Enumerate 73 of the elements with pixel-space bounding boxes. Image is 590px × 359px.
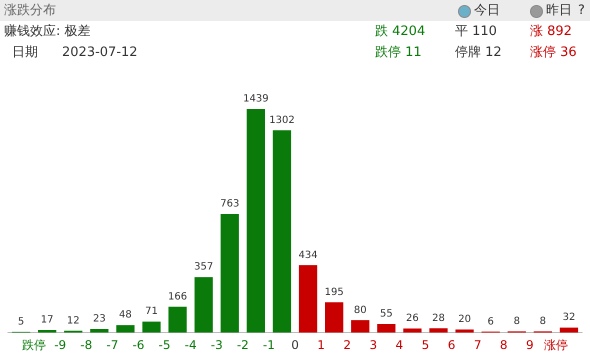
x-tick-label: -4 bbox=[184, 338, 197, 352]
bar bbox=[325, 302, 344, 333]
data-label: 71 bbox=[145, 306, 158, 318]
x-tick-label: 4 bbox=[396, 338, 404, 352]
data-label: 5 bbox=[18, 316, 24, 328]
bar bbox=[455, 329, 474, 333]
bar bbox=[298, 265, 318, 333]
text: 涨 892 bbox=[530, 24, 572, 40]
bar bbox=[351, 320, 370, 333]
data-label: 20 bbox=[458, 314, 471, 326]
x-tick-label: 5 bbox=[422, 338, 430, 352]
bar bbox=[116, 325, 135, 333]
x-tick-label: 跌停 bbox=[22, 338, 46, 352]
bar bbox=[377, 324, 396, 333]
data-label: 195 bbox=[324, 286, 344, 298]
bar bbox=[403, 328, 422, 333]
data-label: 1302 bbox=[269, 114, 295, 126]
data-label: 434 bbox=[298, 250, 318, 261]
bar bbox=[142, 322, 161, 333]
data-label: 763 bbox=[220, 198, 240, 210]
x-tick-label: 8 bbox=[500, 338, 508, 352]
data-label: 12 bbox=[66, 315, 80, 326]
bar bbox=[38, 330, 56, 333]
bar bbox=[272, 130, 292, 333]
data-label: 55 bbox=[380, 308, 393, 320]
data-label: 48 bbox=[119, 310, 132, 321]
data-label: 17 bbox=[40, 314, 54, 326]
chart-title: 涨跌分布 bbox=[4, 3, 56, 19]
data-label: 80 bbox=[354, 304, 367, 316]
text: 日期 bbox=[12, 45, 38, 61]
x-tick-label: 0 bbox=[291, 338, 299, 352]
data-label: 357 bbox=[194, 262, 214, 273]
bar bbox=[90, 329, 108, 333]
text: 停牌 12 bbox=[455, 45, 502, 61]
data-label: 8 bbox=[540, 316, 546, 327]
x-tick-label: 6 bbox=[448, 338, 456, 352]
x-tick-label: 1 bbox=[317, 338, 325, 352]
bar bbox=[560, 328, 578, 333]
x-tick-label: 7 bbox=[474, 338, 482, 352]
text: 2023-07-12 bbox=[62, 45, 138, 61]
bar bbox=[429, 328, 448, 333]
data-label: 166 bbox=[168, 291, 188, 302]
x-tick-label: -7 bbox=[106, 338, 118, 352]
x-tick-label: 9 bbox=[526, 338, 534, 352]
x-tick-label: -6 bbox=[132, 338, 144, 352]
x-tick-label: -1 bbox=[262, 338, 275, 352]
data-label: 32 bbox=[562, 312, 576, 324]
x-tick-label: 2 bbox=[343, 338, 351, 352]
x-tick-label: -3 bbox=[210, 338, 223, 352]
x-tick-label: -5 bbox=[158, 338, 171, 352]
data-label: 6 bbox=[487, 316, 494, 328]
x-tick-label: -8 bbox=[80, 338, 92, 352]
text: 跌停 11 bbox=[375, 45, 422, 61]
data-label: 23 bbox=[92, 314, 106, 325]
x-tick-label: 3 bbox=[369, 338, 378, 352]
text: 平 110 bbox=[455, 24, 497, 40]
text: 跌 4204 bbox=[375, 24, 426, 40]
data-label: 28 bbox=[432, 312, 445, 324]
data-label: 1439 bbox=[243, 94, 269, 105]
text: 赚钱效应: 极差 bbox=[4, 24, 91, 40]
x-tick-label: -2 bbox=[236, 338, 249, 352]
x-tick-label: -9 bbox=[54, 338, 66, 352]
text: 今日 bbox=[474, 3, 500, 19]
x-tick-label: 涨停 bbox=[544, 338, 568, 352]
text: 涨停 36 bbox=[530, 45, 577, 61]
text: 昨日 bbox=[546, 3, 572, 19]
bar bbox=[168, 306, 187, 333]
data-label: 8 bbox=[514, 316, 520, 327]
text: ? bbox=[578, 3, 585, 19]
bar bbox=[194, 277, 213, 333]
bar bbox=[220, 214, 239, 333]
bar bbox=[246, 109, 265, 333]
data-label: 26 bbox=[406, 313, 419, 324]
